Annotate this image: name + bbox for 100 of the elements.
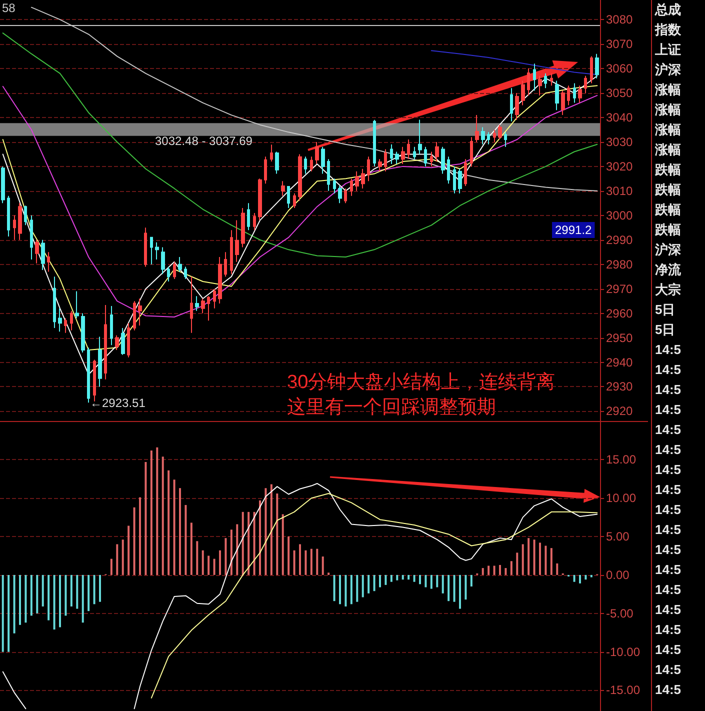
candlestick <box>30 214 33 260</box>
text: 14:5 <box>655 621 682 639</box>
candlestick <box>138 298 142 326</box>
candlestick <box>384 148 387 172</box>
bar <box>533 540 536 575</box>
candlestick <box>338 186 342 204</box>
candlestick <box>150 236 153 265</box>
text: 涨幅 <box>655 81 682 99</box>
text: 跌幅 <box>655 221 682 239</box>
candlestick <box>310 156 313 172</box>
bar <box>150 450 152 575</box>
text: 跌幅 <box>655 201 682 219</box>
candlestick <box>567 85 570 106</box>
bar <box>430 574 432 589</box>
candlestick <box>481 126 485 145</box>
candlestick <box>110 305 113 346</box>
text: 沪深 <box>655 241 682 259</box>
bar <box>493 566 496 575</box>
text: 14:5 <box>655 561 682 579</box>
text: 14:5 <box>655 441 682 459</box>
bar <box>556 563 558 575</box>
candlestick <box>470 136 473 167</box>
bar <box>93 574 96 604</box>
bar <box>488 566 490 575</box>
candlestick <box>258 178 262 221</box>
candlestick <box>453 166 456 194</box>
text: 大宗 <box>655 281 682 299</box>
candlestick <box>487 132 490 145</box>
bar <box>139 497 141 575</box>
bar <box>76 574 78 609</box>
bar <box>453 574 456 602</box>
y-tick-label: 2930 <box>606 380 634 394</box>
text: 5日 <box>655 321 676 339</box>
bar <box>53 574 56 630</box>
bar <box>19 574 21 625</box>
bar <box>573 574 576 582</box>
bar <box>459 574 461 609</box>
bar <box>42 574 44 606</box>
candlestick <box>213 288 216 309</box>
candlestick <box>253 212 256 231</box>
candlestick <box>561 90 565 116</box>
y-tick-label: 0.00 <box>606 568 630 582</box>
band-label: 3032.48 - 3037.69 <box>155 134 253 148</box>
candlestick <box>544 72 547 89</box>
text: 14:5 <box>655 581 682 599</box>
y-tick-label: 3030 <box>606 134 634 149</box>
candlestick <box>287 186 290 209</box>
bar <box>282 514 284 575</box>
bar <box>482 568 484 575</box>
bar <box>208 556 210 575</box>
text: 14:5 <box>655 461 682 479</box>
candlestick <box>407 139 410 160</box>
bar <box>356 574 358 602</box>
text: 14:5 <box>655 341 682 359</box>
candlestick <box>424 146 427 167</box>
bar <box>344 574 347 606</box>
candlestick <box>121 327 125 356</box>
bar <box>213 558 216 575</box>
bar <box>253 512 256 575</box>
text: 14:5 <box>655 421 682 439</box>
candlestick <box>144 227 147 268</box>
text: 14:5 <box>655 381 682 399</box>
text: 14:5 <box>655 361 682 379</box>
candlestick <box>281 180 285 196</box>
text: 跌幅 <box>655 181 682 199</box>
candlestick <box>550 72 553 86</box>
candlestick <box>401 146 405 164</box>
y-tick-label: -10.00 <box>606 644 640 659</box>
candlestick <box>298 154 302 202</box>
candlestick <box>475 114 479 142</box>
candlestick <box>1 166 5 204</box>
candlestick <box>555 80 559 111</box>
candlestick <box>390 144 393 164</box>
candlestick <box>7 195 10 237</box>
text: 14:5 <box>655 501 682 519</box>
candlestick <box>218 256 222 304</box>
text: 14:5 <box>655 681 682 699</box>
bar <box>396 574 398 580</box>
candlestick <box>13 214 16 240</box>
candlestick <box>53 276 56 328</box>
candlestick <box>533 63 536 92</box>
text: 净流 <box>655 261 682 279</box>
bar <box>293 550 296 575</box>
y-tick-label: -5.00 <box>606 606 634 620</box>
candlestick <box>327 158 330 192</box>
candlestick <box>230 230 233 275</box>
bar <box>288 536 290 575</box>
bar <box>13 574 16 634</box>
candlestick <box>178 256 182 272</box>
y-tick-label: 2970 <box>606 282 634 296</box>
candlestick <box>241 208 245 248</box>
bar <box>310 548 312 575</box>
bar <box>99 574 101 602</box>
candlestick <box>435 141 439 162</box>
candlestick <box>584 75 587 94</box>
candlestick <box>464 158 467 187</box>
bar <box>179 488 181 575</box>
candlestick <box>378 158 382 172</box>
bar <box>384 574 387 585</box>
bar <box>270 484 272 575</box>
